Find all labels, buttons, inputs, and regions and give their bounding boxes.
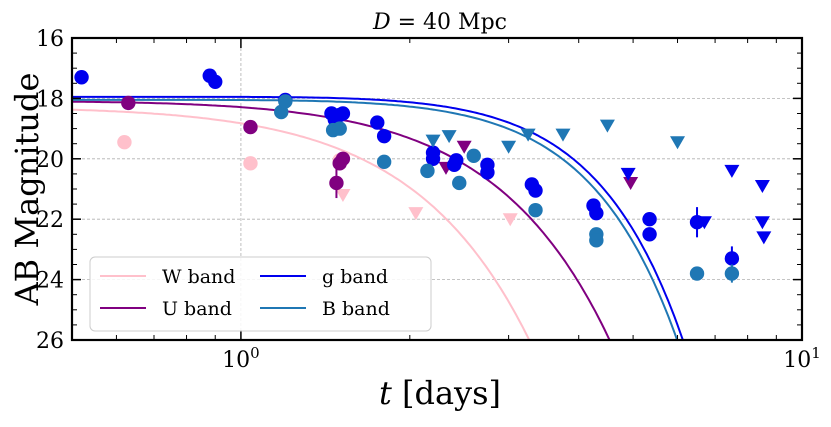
upper-limit-g-band <box>754 216 770 230</box>
upper-limit-w-band <box>408 207 424 221</box>
curve-w-band <box>72 108 531 340</box>
point-b-band <box>589 233 604 248</box>
x-axis-label: t [days] <box>379 374 501 412</box>
point-b-band <box>466 148 481 163</box>
point-b-band <box>689 266 705 281</box>
curve-u-band <box>72 100 611 340</box>
point-b-band <box>278 94 293 109</box>
point-w-band <box>117 134 132 150</box>
upper-limit-g-band <box>620 167 636 181</box>
y-tick-label: 18 <box>36 87 64 112</box>
y-tick-label: 22 <box>36 208 64 233</box>
y-tick-label: 24 <box>36 269 64 294</box>
legend-box <box>89 256 432 332</box>
legend-label: g band <box>322 266 388 288</box>
point-b-band <box>420 163 435 179</box>
legend: W band U band g band B band <box>89 256 432 332</box>
y-tick-label: 20 <box>36 148 64 173</box>
point-g-band <box>370 115 385 130</box>
point-u-band <box>243 119 258 135</box>
x-tick-label: 100 <box>222 344 260 373</box>
upper-limit-u-band <box>456 140 472 154</box>
upper-limit-w-band <box>502 213 518 227</box>
point-w-band <box>243 156 258 171</box>
upper-limit-g-band <box>756 231 772 245</box>
point-u-band <box>335 151 351 166</box>
legend-label: W band <box>162 266 235 288</box>
chart-title: D = 40 Mpc <box>372 10 507 35</box>
point-u-band <box>121 95 136 111</box>
point-g-band <box>449 153 464 168</box>
point-b-band <box>332 121 347 136</box>
legend-label: U band <box>162 298 232 320</box>
data-points <box>74 68 772 283</box>
upper-limit-b-band <box>425 134 441 148</box>
point-g-band <box>376 128 392 144</box>
upper-limit-w-band <box>335 189 351 203</box>
point-g-band <box>589 205 604 221</box>
point-g-band <box>528 183 543 198</box>
point-b-band <box>452 175 467 191</box>
y-axis-label: AB Magnitude <box>8 73 46 307</box>
y-tick-label: 26 <box>36 329 64 354</box>
upper-limit-b-band <box>555 128 571 142</box>
model-curves <box>72 95 684 340</box>
point-b-band <box>724 266 740 281</box>
point-g-band <box>335 106 351 121</box>
point-b-band <box>528 202 543 218</box>
curve-b-band <box>72 98 679 340</box>
x-tick-label: 101 <box>783 344 821 373</box>
point-b-band <box>376 154 392 170</box>
legend-label: B band <box>322 298 390 320</box>
point-g-band <box>642 227 657 242</box>
curve-g-band <box>72 95 684 340</box>
point-g-band <box>425 151 441 166</box>
upper-limit-u-band <box>623 176 639 190</box>
y-tick-label: 16 <box>36 27 64 52</box>
point-g-band <box>480 165 495 180</box>
upper-limit-b-band <box>520 128 536 142</box>
upper-limit-g-band <box>724 164 740 178</box>
upper-limit-g-band <box>754 179 770 193</box>
point-g-band <box>208 74 223 89</box>
upper-limit-g-band <box>696 216 712 230</box>
upper-limit-b-band <box>441 130 457 144</box>
point-g-band <box>724 251 740 266</box>
upper-limit-b-band <box>599 119 615 133</box>
point-g-band <box>642 212 657 227</box>
plot-frame <box>70 36 804 342</box>
upper-limit-b-band <box>670 136 686 150</box>
tick-labels: 16 18 20 22 24 26 100 101 <box>36 27 821 373</box>
upper-limit-b-band <box>501 140 517 154</box>
point-u-band <box>329 175 344 191</box>
point-g-band <box>74 70 89 85</box>
